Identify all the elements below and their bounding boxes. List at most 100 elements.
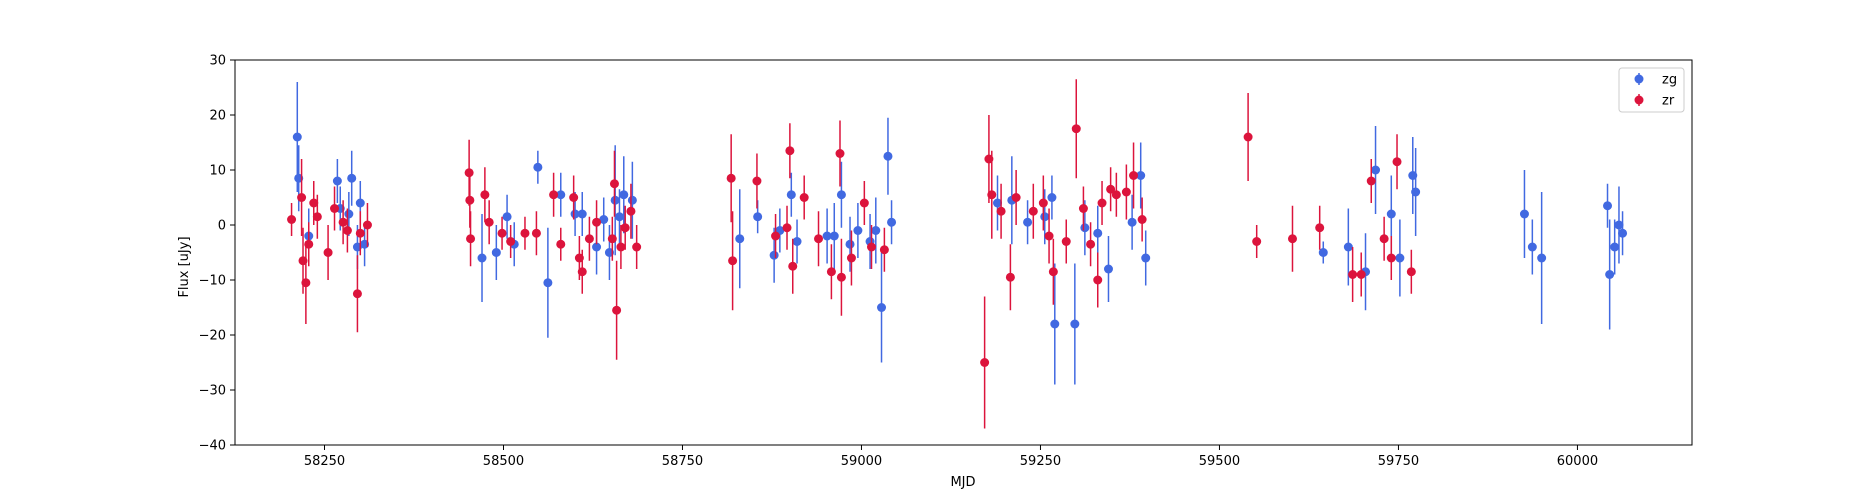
data-point bbox=[466, 234, 476, 244]
data-point bbox=[298, 256, 308, 266]
data-point bbox=[1137, 215, 1147, 224]
data-point bbox=[1527, 242, 1537, 252]
data-point bbox=[1318, 248, 1328, 257]
data-point bbox=[877, 303, 887, 312]
data-point bbox=[599, 215, 609, 224]
data-point bbox=[312, 212, 322, 222]
data-point bbox=[1023, 217, 1033, 227]
data-point bbox=[330, 204, 340, 213]
data-point bbox=[1106, 184, 1116, 194]
data-point bbox=[309, 198, 319, 208]
data-point bbox=[788, 261, 798, 271]
data-point bbox=[879, 245, 889, 255]
data-point bbox=[1243, 132, 1253, 142]
data-point bbox=[1080, 223, 1090, 233]
axes: 58250 58500 58750 59000 59250 59500 59750 60000… bbox=[199, 54, 1693, 469]
plot-area bbox=[287, 79, 1628, 429]
data-point bbox=[1086, 239, 1096, 249]
data-point bbox=[996, 206, 1006, 216]
data-point bbox=[1050, 319, 1060, 329]
x-tick-label: 58500 bbox=[483, 454, 524, 469]
data-point bbox=[520, 228, 530, 238]
data-point bbox=[1379, 234, 1389, 244]
data-point bbox=[1605, 270, 1615, 279]
data-point bbox=[1618, 228, 1628, 238]
data-point bbox=[1386, 253, 1396, 263]
data-point bbox=[887, 217, 897, 227]
data-point bbox=[626, 206, 636, 216]
data-point bbox=[826, 267, 836, 277]
x-axis-label: MJD bbox=[950, 475, 975, 490]
data-point bbox=[477, 253, 487, 263]
y-tick-label: −10 bbox=[199, 274, 226, 289]
data-point bbox=[301, 278, 311, 288]
data-point bbox=[1395, 253, 1405, 263]
data-point bbox=[569, 193, 579, 202]
data-point bbox=[607, 234, 617, 244]
data-point bbox=[609, 179, 619, 189]
data-point bbox=[1005, 272, 1015, 282]
data-point bbox=[612, 305, 622, 315]
data-point bbox=[352, 289, 362, 299]
x-tick-label: 58250 bbox=[304, 454, 345, 469]
data-point bbox=[556, 239, 566, 249]
data-point bbox=[556, 190, 566, 200]
data-point bbox=[814, 234, 824, 244]
data-point bbox=[846, 253, 856, 263]
data-point bbox=[1044, 231, 1054, 241]
data-point bbox=[1078, 204, 1088, 213]
axes-frame bbox=[234, 59, 1693, 446]
data-point bbox=[1366, 176, 1376, 186]
data-point bbox=[829, 231, 839, 241]
data-point bbox=[338, 217, 348, 227]
x-tick-label: 60000 bbox=[1557, 454, 1598, 469]
data-point bbox=[752, 176, 762, 186]
data-point bbox=[1038, 198, 1048, 208]
x-tick-label: 58750 bbox=[662, 454, 703, 469]
data-point bbox=[543, 278, 553, 288]
data-point bbox=[883, 151, 893, 161]
data-point bbox=[1093, 228, 1103, 238]
data-point bbox=[987, 190, 997, 200]
data-point bbox=[292, 132, 302, 142]
data-point bbox=[1411, 187, 1421, 197]
data-point bbox=[297, 193, 307, 202]
data-point bbox=[836, 272, 846, 282]
data-point bbox=[1315, 223, 1325, 233]
data-point bbox=[1287, 234, 1297, 244]
data-point bbox=[355, 228, 365, 238]
data-point bbox=[480, 190, 490, 200]
x-tick-label: 59000 bbox=[841, 454, 882, 469]
data-point bbox=[769, 250, 779, 260]
data-point bbox=[632, 242, 642, 252]
y-tick-label: 0 bbox=[218, 219, 226, 234]
data-point bbox=[993, 198, 1003, 208]
data-point bbox=[616, 242, 626, 252]
data-point bbox=[577, 267, 587, 277]
x-tick-label: 59250 bbox=[1020, 454, 1061, 469]
y-tick-label: 10 bbox=[209, 164, 226, 179]
y-tick-label: −30 bbox=[199, 384, 226, 399]
legend-marker bbox=[1634, 95, 1644, 105]
data-point bbox=[332, 176, 342, 186]
data-point bbox=[853, 226, 863, 235]
data-point bbox=[577, 209, 587, 219]
data-point bbox=[859, 198, 869, 208]
data-point bbox=[771, 231, 781, 241]
y-tick-label: 30 bbox=[209, 54, 226, 69]
data-point bbox=[1047, 193, 1057, 202]
data-point bbox=[1603, 201, 1613, 211]
series-zr bbox=[287, 79, 1416, 429]
data-point bbox=[1129, 171, 1139, 180]
data-point bbox=[533, 162, 543, 172]
data-point bbox=[1371, 165, 1381, 175]
data-point bbox=[1252, 237, 1262, 246]
y-tick-label: −20 bbox=[199, 329, 226, 344]
data-point bbox=[465, 195, 475, 205]
y-axis-label: Flux [uJy] bbox=[177, 236, 192, 297]
data-point bbox=[1408, 171, 1418, 180]
data-point bbox=[753, 212, 763, 222]
data-point bbox=[835, 149, 845, 158]
data-point bbox=[866, 242, 876, 252]
